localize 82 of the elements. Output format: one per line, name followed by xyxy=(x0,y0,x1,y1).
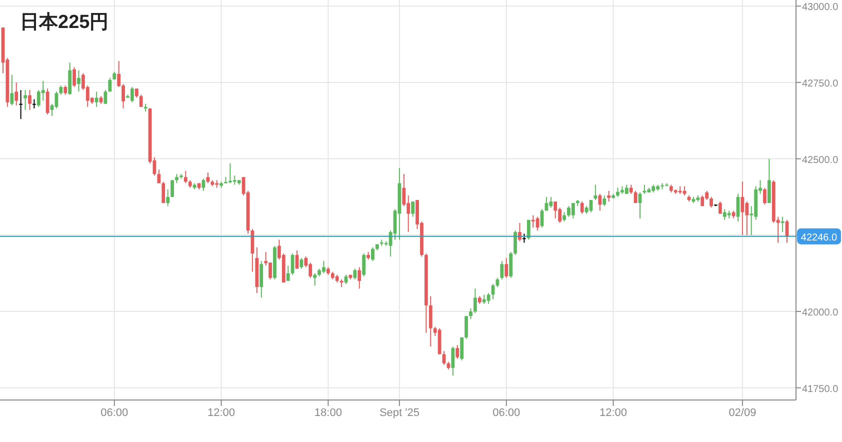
candlestick xyxy=(602,194,606,207)
candlestick xyxy=(134,88,138,98)
candlestick xyxy=(486,292,490,304)
candlestick xyxy=(286,265,290,282)
candlestick xyxy=(526,219,530,240)
candlestick xyxy=(718,201,722,214)
candlestick xyxy=(14,82,18,106)
candlestick xyxy=(10,74,14,106)
candlestick xyxy=(763,187,766,206)
candlestick xyxy=(509,251,513,278)
candlestick xyxy=(353,268,357,280)
candlestick xyxy=(411,201,415,218)
candlestick xyxy=(54,91,58,109)
candlestick xyxy=(313,272,317,286)
candlestick xyxy=(629,184,633,194)
x-tick-label: 02/09 xyxy=(728,407,756,419)
candlestick xyxy=(108,77,112,92)
candlestick xyxy=(260,260,264,298)
candlestick xyxy=(19,90,23,120)
x-tick-label: 06:00 xyxy=(100,407,128,419)
candlestick xyxy=(139,94,143,108)
text: 日本225円 xyxy=(20,11,109,33)
candlestick xyxy=(104,90,108,104)
candlestick xyxy=(202,178,206,192)
candlestick xyxy=(482,294,486,304)
candlestick xyxy=(68,62,72,96)
candlestick xyxy=(598,193,602,212)
candlestick xyxy=(157,168,161,184)
y-tick-label: 42500.0 xyxy=(802,154,839,166)
candlestick xyxy=(130,86,134,103)
candlestick xyxy=(522,233,526,244)
candlestick xyxy=(469,308,472,320)
candlestick xyxy=(660,182,664,190)
candlestick xyxy=(531,214,535,228)
candlestick xyxy=(59,84,63,96)
candlestick xyxy=(464,316,468,340)
candlestick xyxy=(371,246,374,262)
candlestick xyxy=(358,266,362,290)
candlestick xyxy=(514,230,517,256)
candlestick xyxy=(460,336,464,361)
candlestick xyxy=(72,66,76,88)
candlestick xyxy=(473,288,477,314)
candlestick xyxy=(504,258,508,278)
candlestick xyxy=(24,90,27,110)
y-tick-label: 42000.0 xyxy=(802,307,839,318)
candlestick xyxy=(554,201,558,219)
candlestick xyxy=(362,252,366,277)
candlestick xyxy=(28,90,32,110)
candlestick xyxy=(32,98,36,109)
candlestick xyxy=(607,190,611,202)
candlestick xyxy=(184,170,188,184)
candlestick xyxy=(710,196,713,208)
candlestick xyxy=(549,196,553,208)
candlestick xyxy=(456,344,460,360)
x-tick-label: Sept '25 xyxy=(379,407,420,419)
y-tick-label: 41750.0 xyxy=(802,384,839,395)
x-tick-label: 12:00 xyxy=(600,407,628,419)
candlestick xyxy=(562,212,566,222)
candlestick xyxy=(571,202,575,219)
candlestick xyxy=(162,181,166,204)
candlestick xyxy=(77,70,80,92)
ref-line-label: 42246.0 xyxy=(800,232,838,244)
candlestick xyxy=(64,84,68,96)
candlestick xyxy=(206,172,210,184)
candlestick xyxy=(442,350,446,366)
x-tick-label: 12:00 xyxy=(208,407,236,419)
candlestick xyxy=(767,158,771,204)
candlestick xyxy=(175,174,178,184)
candlestick xyxy=(94,91,98,108)
candlestick xyxy=(500,260,504,280)
candlestick xyxy=(428,296,432,348)
y-tick-label: 43000.0 xyxy=(802,2,839,14)
candlestick xyxy=(41,80,45,102)
candlestick xyxy=(170,180,174,198)
candlestick xyxy=(580,201,584,214)
x-tick-label: 06:00 xyxy=(492,407,520,419)
candlestick xyxy=(624,184,628,194)
candlestick xyxy=(166,188,170,207)
x-tick-label: 18:00 xyxy=(314,407,342,419)
candlestick xyxy=(451,346,455,376)
y-tick-label: 42750.0 xyxy=(802,78,839,90)
candlestick xyxy=(745,201,749,236)
